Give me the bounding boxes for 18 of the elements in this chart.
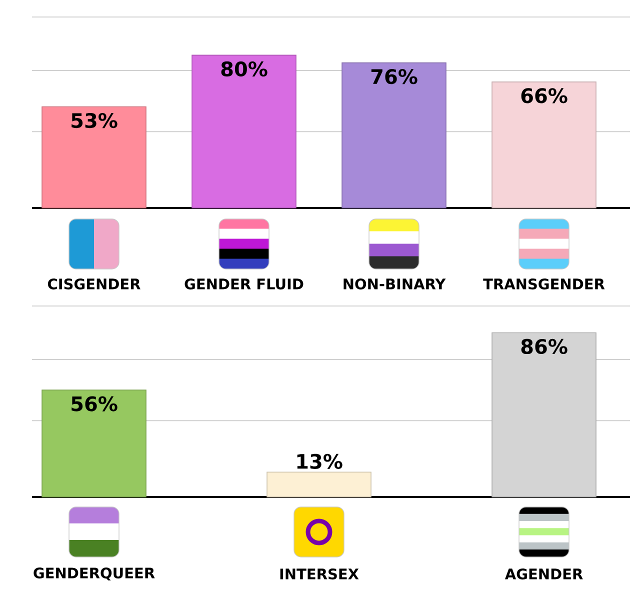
x-tick-label: CISGENDER xyxy=(48,278,140,290)
bar xyxy=(342,62,446,208)
x-tick-label: GENDER FLUID xyxy=(184,278,304,290)
bar xyxy=(42,106,146,208)
bar xyxy=(492,82,596,208)
x-tick-label: TRANSGENDER xyxy=(483,278,605,290)
x-tick-label: AGENDER xyxy=(504,568,583,580)
data-label: 13% xyxy=(297,454,342,469)
x-tick-label: INTERSEX xyxy=(280,568,359,580)
data-label: 66% xyxy=(521,88,568,104)
bar xyxy=(192,54,296,208)
x-tick-label: NON-BINARY xyxy=(344,278,446,290)
data-label: 80% xyxy=(221,61,268,77)
data-label: 53% xyxy=(72,112,118,128)
x-tick-label: GENDERQUEER xyxy=(34,568,155,580)
data-label: 56% xyxy=(72,396,118,412)
data-label: 86% xyxy=(521,338,568,354)
data-label: 76% xyxy=(371,69,418,84)
